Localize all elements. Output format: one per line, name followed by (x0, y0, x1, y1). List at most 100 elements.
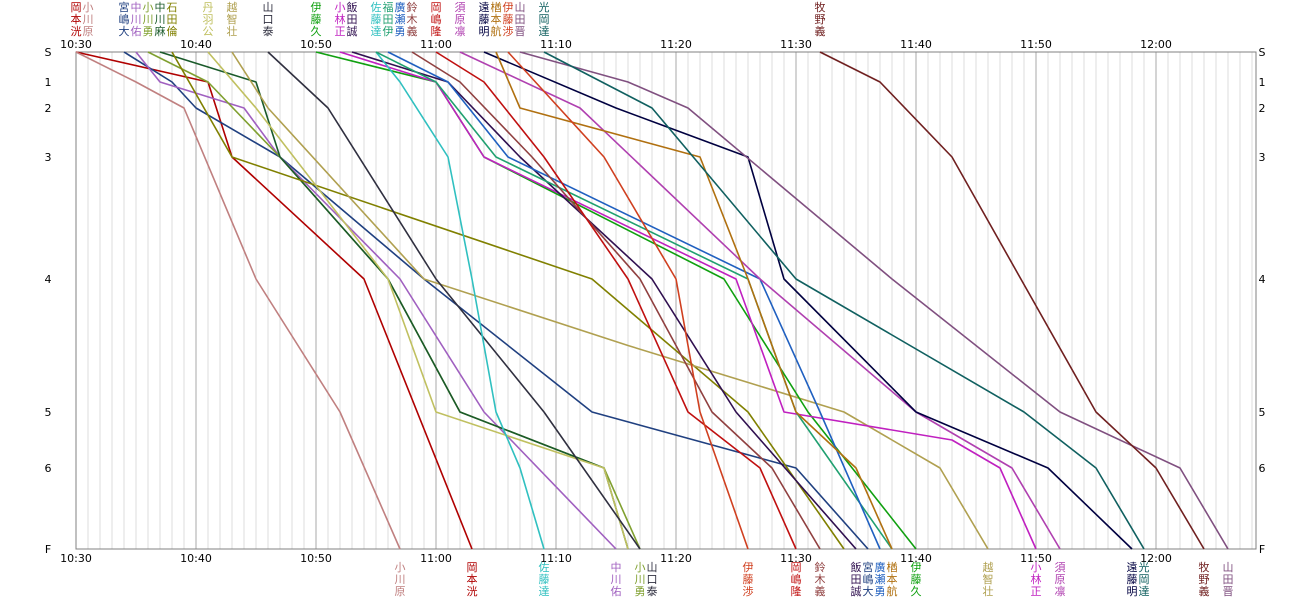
series-label-top: 勇 (395, 25, 406, 38)
series-label-bottom: 智 (983, 572, 994, 586)
series-label-bottom: 口 (647, 573, 658, 586)
series-label-bottom: 田 (851, 573, 862, 586)
series-label-top: 岡 (539, 13, 550, 26)
series-line (375, 51, 893, 550)
series-label-top: 林 (335, 12, 346, 26)
series-label-top: 本 (71, 12, 82, 26)
series-label-bottom: 藤 (1127, 573, 1138, 586)
series-label-bottom: 田 (1223, 573, 1234, 586)
series-label-top: 智 (227, 12, 238, 26)
series-label-top: 口 (263, 13, 274, 26)
series-label-top: 宮 (119, 0, 130, 14)
series-label-top: 藤 (503, 13, 514, 26)
series-label-top: 岡 (431, 1, 442, 14)
series-line (459, 51, 1061, 550)
series-label-bottom: 本 (887, 572, 898, 586)
x-tick-label-bottom: 10:40 (180, 552, 212, 565)
series-line (435, 51, 797, 550)
series-label-top: 野 (815, 13, 826, 26)
series-label-bottom: 須 (1055, 561, 1066, 574)
series-label-top: 田 (383, 13, 394, 26)
series-label-top: 倫 (167, 24, 178, 38)
series-label-top: 原 (455, 13, 466, 26)
series-line (519, 51, 1229, 550)
series-label-top: 中 (131, 1, 142, 14)
y-tick-label-right: 4 (1259, 273, 1266, 286)
series-line (231, 51, 989, 550)
series-label-top: 藤 (311, 13, 322, 26)
series-label-top: 航 (491, 24, 502, 38)
series-label-top: 正 (335, 25, 346, 38)
series-label-top: 小 (83, 1, 94, 14)
series-label-top: 渉 (503, 24, 514, 38)
series-label-bottom: 航 (887, 584, 898, 598)
series-label-top: 凛 (455, 24, 466, 38)
series-label-bottom: 川 (635, 573, 646, 586)
series-label-bottom: 達 (539, 585, 550, 598)
series-label-bottom: 明 (1127, 585, 1138, 598)
series-label-top: 光 (539, 0, 550, 14)
series-label-top: 公 (203, 25, 214, 38)
x-tick-label-top: 11:10 (540, 38, 572, 51)
series-label-bottom: 勇 (635, 585, 646, 598)
series-label-bottom: 藤 (911, 573, 922, 586)
series-label-top: 嶋 (119, 12, 130, 26)
x-tick-label-bottom: 11:10 (540, 552, 572, 565)
series-label-bottom: 嶋 (863, 572, 874, 586)
x-tick-label-top: 10:40 (180, 38, 212, 51)
series-line (315, 51, 917, 550)
x-tick-label-top: 11:00 (420, 38, 452, 51)
x-tick-label-bottom: 11:50 (1020, 552, 1052, 565)
series-label-top: 隆 (431, 24, 442, 38)
series-label-bottom: 勇 (875, 585, 886, 598)
series-label-bottom: 越 (983, 560, 994, 574)
series-label-top: 越 (227, 0, 238, 14)
series-line (411, 51, 821, 550)
x-tick-label-top: 12:00 (1140, 38, 1172, 51)
y-tick-label-left: 1 (45, 76, 52, 89)
y-tick-label-right: F (1259, 543, 1265, 556)
x-tick-label-bottom: 10:30 (60, 552, 92, 565)
series-label-bottom: 原 (395, 585, 406, 598)
series-label-top: 大 (119, 24, 130, 38)
series-label-top: 牧 (815, 0, 826, 14)
series-label-bottom: 小 (635, 561, 646, 574)
series-label-top: 佐 (371, 0, 382, 14)
series-label-bottom: 原 (1055, 573, 1066, 586)
series-line (339, 51, 1037, 550)
series-line (375, 51, 545, 550)
y-tick-label-left: 6 (45, 462, 52, 475)
series-label-top: 原 (83, 25, 94, 38)
series-label-bottom: 木 (815, 573, 826, 586)
series-label-top: 藤 (479, 13, 490, 26)
series-label-bottom: 誠 (851, 585, 862, 598)
series-label-bottom: 飯 (851, 560, 862, 574)
series-label-bottom: 渉 (743, 584, 754, 598)
series-label-bottom: 晋 (1223, 585, 1234, 598)
y-tick-label-right: 1 (1259, 76, 1266, 89)
series-label-bottom: 野 (1199, 573, 1210, 586)
series-label-top: 須 (455, 1, 466, 14)
series-label-bottom: 本 (467, 572, 478, 586)
x-tick-label-top: 10:30 (60, 38, 92, 51)
y-tick-label-right: 6 (1259, 462, 1266, 475)
x-tick-label-bottom: 11:20 (660, 552, 692, 565)
x-tick-label-bottom: 12:00 (1140, 552, 1172, 565)
y-tick-label-left: F (45, 543, 51, 556)
series-line (387, 51, 881, 550)
series-label-bottom: 林 (1031, 572, 1042, 586)
series-label-bottom: 廣 (875, 560, 886, 574)
series-label-top: 田 (515, 13, 526, 26)
series-label-bottom: 正 (1031, 585, 1042, 598)
series-line (543, 51, 1145, 550)
series-label-top: 石 (167, 1, 178, 14)
series-label-top: 晋 (515, 25, 526, 38)
series-line (75, 51, 401, 550)
series-label-top: 田 (167, 13, 178, 26)
series-label-bottom: 瀬 (875, 572, 886, 586)
series-label-bottom: 小 (1031, 561, 1042, 574)
series-label-top: 楢 (491, 0, 502, 14)
series-line (507, 51, 749, 550)
series-label-top: 小 (335, 1, 346, 14)
